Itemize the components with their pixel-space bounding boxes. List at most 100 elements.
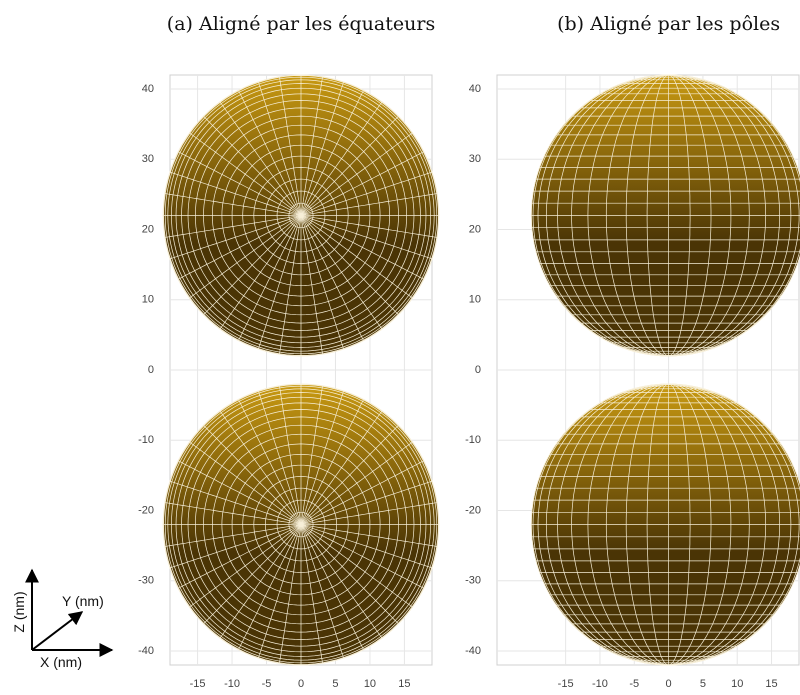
mesh-line	[300, 132, 413, 216]
mesh-line	[169, 524, 302, 569]
mesh-line	[238, 524, 302, 650]
x-tick-label: 0	[666, 678, 672, 690]
mesh-line	[605, 383, 669, 666]
mesh-line	[300, 151, 425, 216]
panel: (b) Aligné par les pôles -40 -30 -20 -10 0 10 2…	[465, 13, 800, 690]
axes-indicator: Z (nm) Y (nm) X (nm)	[11, 568, 114, 670]
mesh-line	[668, 383, 767, 666]
mesh-line	[279, 524, 302, 664]
y-tick-label: 20	[469, 223, 481, 235]
mesh-line	[238, 215, 302, 341]
y-tick-label: -20	[138, 504, 154, 516]
mesh-line	[300, 480, 433, 525]
mesh-line	[177, 524, 302, 589]
mesh-line	[177, 215, 302, 280]
mesh-line	[625, 74, 669, 357]
mesh-line	[668, 383, 750, 666]
mesh-line	[164, 502, 302, 525]
mesh-line	[203, 524, 302, 625]
mesh-line	[300, 524, 433, 569]
x-tick-label: -10	[592, 678, 608, 690]
mesh-line	[258, 390, 302, 525]
mesh-line	[258, 81, 302, 216]
panel-title: (b) Aligné par les pôles	[557, 13, 780, 35]
mesh-line	[203, 115, 302, 216]
mesh-line	[219, 410, 302, 525]
mesh-line	[219, 101, 302, 216]
y-label: Y (nm)	[62, 593, 104, 609]
y-tick-label: 10	[469, 294, 481, 306]
z-label: Z (nm)	[11, 591, 27, 632]
y-tick-label: -20	[465, 504, 481, 516]
mesh-line	[300, 524, 364, 650]
mesh-line	[571, 383, 669, 666]
mesh-line	[300, 524, 344, 659]
mesh-line	[203, 215, 302, 316]
mesh-line	[300, 524, 399, 625]
mesh-line	[668, 383, 800, 666]
x-tick-label: 0	[298, 678, 304, 690]
mesh-line	[300, 215, 344, 350]
mesh-line	[605, 74, 669, 357]
mesh-line	[279, 215, 302, 355]
mesh-line	[300, 524, 413, 608]
y-tick-label: 40	[469, 83, 481, 95]
x-tick-label: -5	[262, 678, 272, 690]
y-tick-label: 0	[475, 364, 481, 376]
mesh-line	[668, 74, 800, 357]
mesh-line	[300, 115, 399, 216]
x-tick-label: 15	[765, 678, 777, 690]
panel-title: (a) Aligné par les équateurs	[167, 13, 435, 35]
mesh-line	[169, 480, 302, 525]
mesh-line	[557, 74, 669, 357]
mesh-line	[164, 215, 302, 238]
mesh-line	[300, 524, 323, 664]
mesh-line	[300, 215, 413, 299]
mesh-line	[571, 74, 669, 357]
mesh-line	[668, 74, 691, 357]
mesh-line	[300, 390, 344, 525]
mesh-line	[668, 383, 732, 666]
mesh-line	[646, 383, 669, 666]
y-tick-label: -30	[465, 575, 481, 587]
mesh-line	[300, 524, 425, 589]
x-tick-label: -5	[629, 678, 639, 690]
mesh-line	[300, 460, 425, 525]
mesh-line	[300, 410, 383, 525]
mesh-line	[668, 74, 800, 357]
y-tick-label: -10	[465, 434, 481, 446]
mesh-line	[668, 383, 800, 666]
mesh-line	[177, 460, 302, 525]
mesh-line	[279, 385, 302, 525]
mesh-line	[646, 74, 669, 357]
mesh-line	[300, 524, 438, 547]
mesh-line	[668, 383, 712, 666]
mesh-line	[537, 383, 669, 666]
y-arrow	[31, 611, 84, 651]
mesh-line	[587, 383, 669, 666]
y-tick-label: 0	[148, 364, 154, 376]
mesh-line	[668, 383, 800, 666]
mesh-line	[300, 193, 438, 216]
x-tick-label: 15	[398, 678, 410, 690]
mesh-line	[300, 215, 323, 355]
mesh-line	[258, 524, 302, 659]
mesh-line	[625, 383, 669, 666]
mesh-line	[300, 90, 364, 216]
mesh-line	[258, 215, 302, 350]
x-tick-label: 10	[364, 678, 376, 690]
y-tick-label: -40	[138, 645, 154, 657]
x-tick-label: -15	[558, 678, 574, 690]
mesh-line	[532, 74, 669, 357]
mesh-line	[668, 74, 800, 357]
mesh-line	[587, 74, 669, 357]
mesh-line	[300, 215, 433, 260]
mesh-line	[668, 383, 792, 666]
mesh-line	[545, 383, 669, 666]
y-tick-label: 20	[142, 223, 154, 235]
x-tick-label: -10	[224, 678, 240, 690]
y-tick-label: 10	[142, 294, 154, 306]
mesh-line	[300, 399, 364, 525]
mesh-line	[300, 171, 433, 216]
